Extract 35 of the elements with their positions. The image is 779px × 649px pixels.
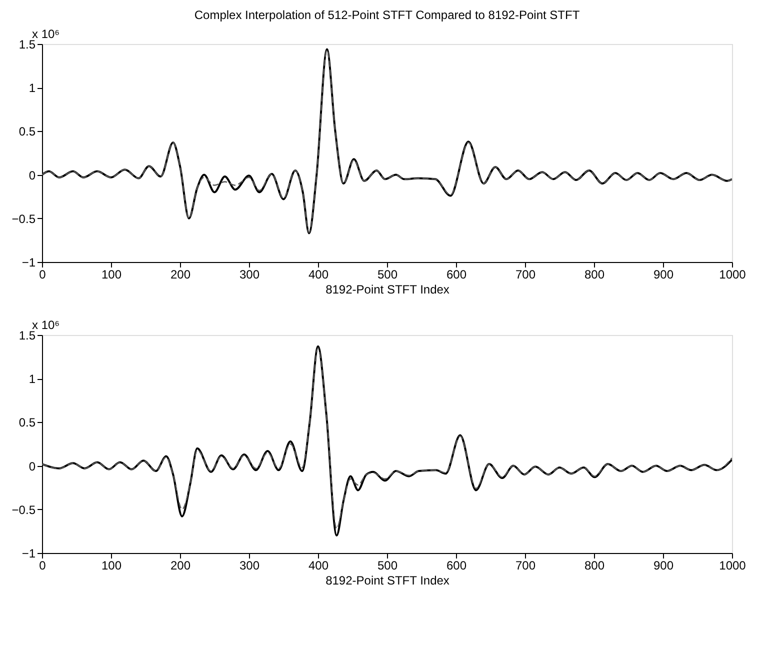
y-tick-label: 1 — [28, 372, 36, 386]
x-tick-label: 300 — [239, 268, 260, 282]
x-axis-title: 8192-Point STFT Index — [326, 282, 450, 296]
x-tick-label: 1000 — [719, 558, 746, 572]
x-tick-label: 500 — [377, 558, 398, 572]
y-tick-label: −1 — [22, 256, 36, 270]
x-tick-label: 0 — [39, 558, 46, 572]
y-tick-label: 0.5 — [18, 416, 36, 430]
y-tick-label: −0.5 — [12, 212, 36, 226]
chart-title: Complex Interpolation of 512-Point STFT Compared to 8192-Point STFT — [194, 8, 580, 22]
x-tick-label: 400 — [308, 268, 329, 282]
y-tick-label: −0.5 — [12, 502, 36, 517]
x-tick-label: 600 — [446, 268, 467, 282]
x-tick-label: 900 — [653, 268, 674, 282]
y-tick-label: 0 — [28, 459, 36, 474]
x-tick-label: 100 — [101, 558, 122, 572]
x-tick-label: 500 — [377, 268, 398, 282]
x-tick-label: 700 — [515, 268, 536, 282]
x-tick-label: 800 — [584, 268, 605, 282]
x-tick-label: 700 — [515, 558, 536, 572]
x-tick-label: 0 — [39, 268, 46, 282]
y-tick-label: 0.5 — [18, 124, 36, 139]
y-tick-label: 1 — [28, 81, 36, 96]
x-tick-label: 900 — [653, 558, 674, 572]
y-tick-label: 0 — [28, 168, 36, 182]
x-tick-label: 100 — [101, 268, 122, 282]
x-tick-label: 200 — [170, 558, 191, 572]
x-axis-title: 8192-Point STFT Index — [326, 574, 450, 588]
x-tick-label: 1000 — [719, 268, 746, 282]
x-tick-label: 800 — [584, 558, 605, 572]
x-tick-label: 600 — [446, 558, 467, 572]
x-tick-label: 300 — [239, 558, 260, 572]
x-tick-label: 400 — [308, 558, 329, 572]
x-tick-label: 200 — [170, 268, 191, 282]
y-tick-label: −1 — [22, 546, 36, 560]
